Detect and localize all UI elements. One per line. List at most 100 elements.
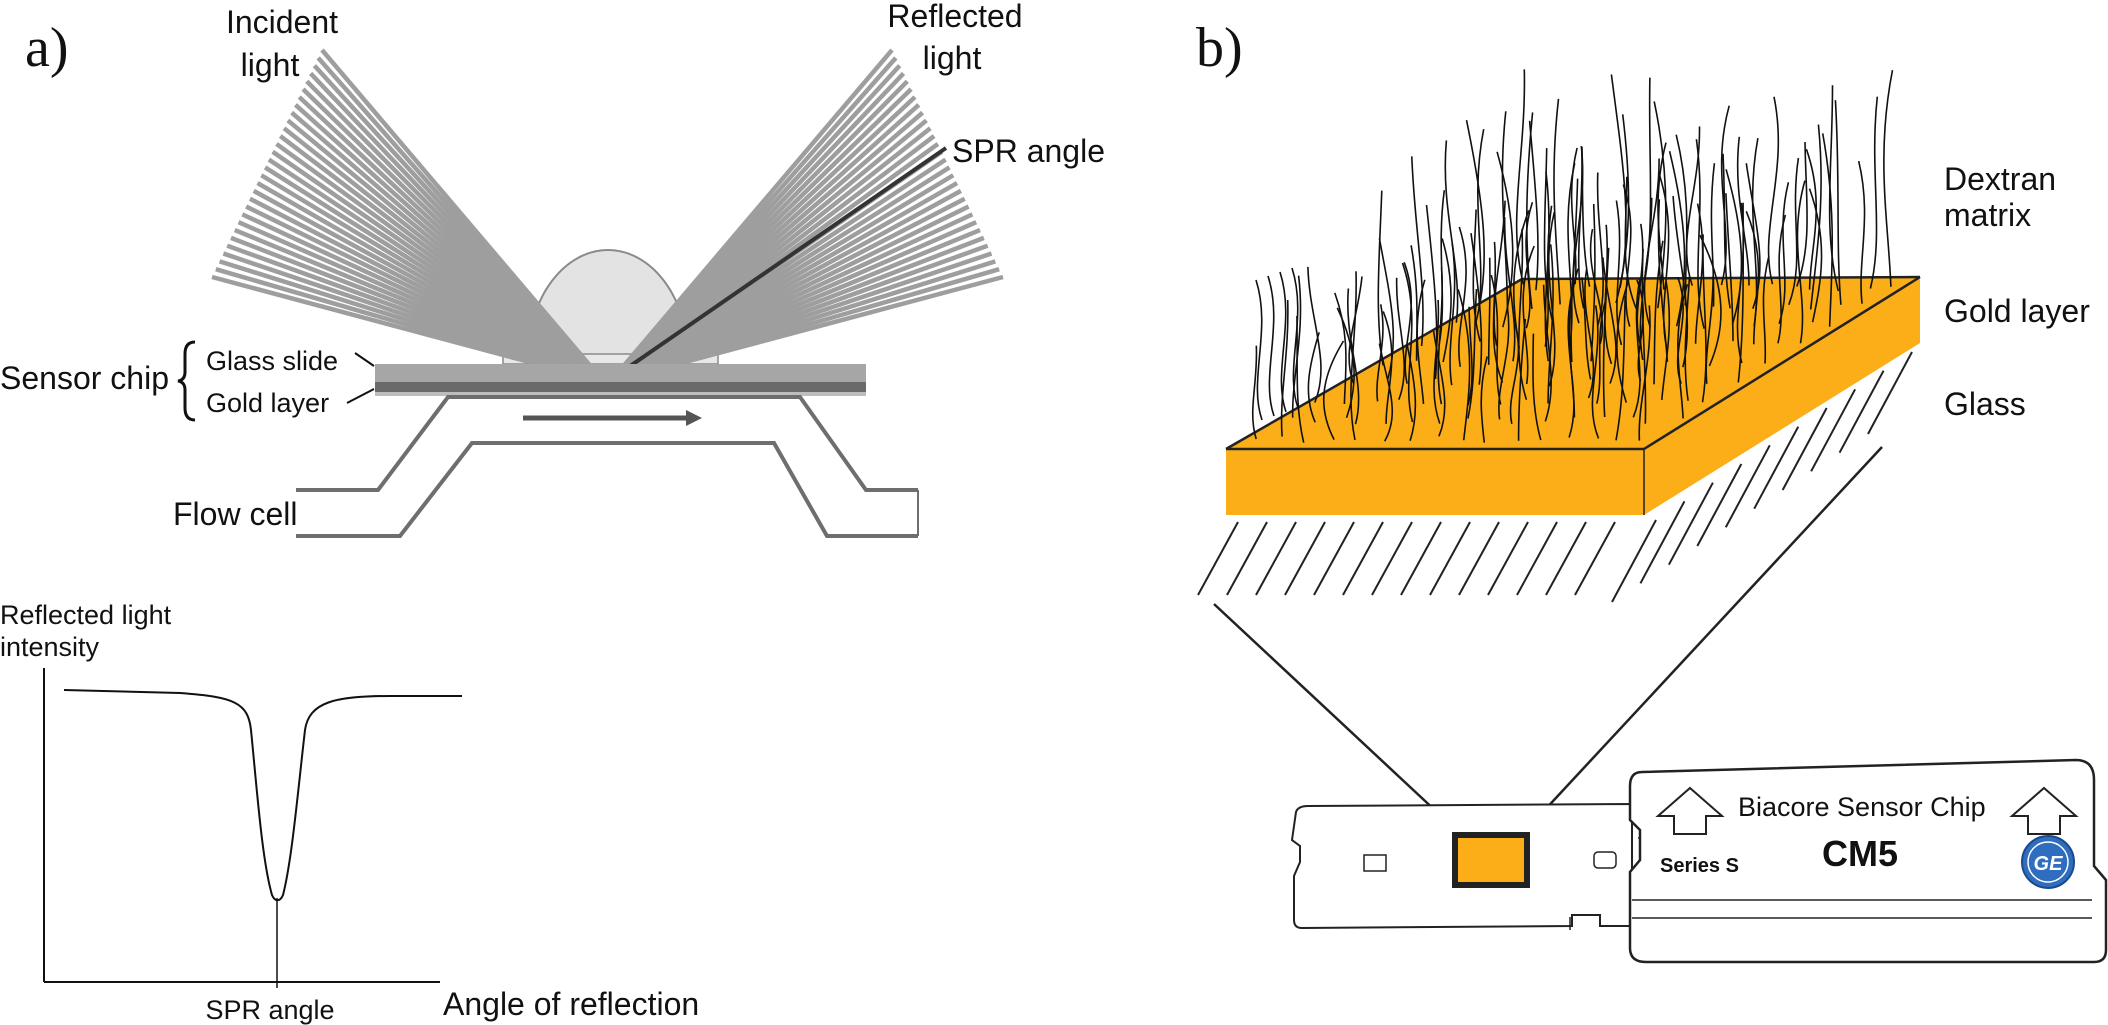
dextran-strand bbox=[1796, 180, 1806, 344]
dextran-strand bbox=[1501, 111, 1509, 310]
glass-hatch-line bbox=[1545, 521, 1587, 596]
dextran-strand bbox=[1596, 298, 1607, 404]
flow-cell-upper bbox=[296, 395, 918, 492]
flow-cell-lower bbox=[296, 441, 918, 538]
dextran-strand bbox=[1869, 96, 1879, 289]
dextran-strand bbox=[1553, 98, 1561, 305]
dextran-strand bbox=[1498, 306, 1510, 420]
dextran-strand bbox=[1548, 212, 1556, 387]
dextran-strand bbox=[1668, 151, 1686, 327]
dextran-strand bbox=[1821, 133, 1834, 327]
glass-hatch-line bbox=[1284, 521, 1326, 596]
dextran-strand bbox=[1828, 85, 1840, 292]
dextran-strand bbox=[1694, 203, 1704, 344]
dextran-strand bbox=[1532, 333, 1542, 441]
panel-b: b) Dextran matrix Gold layer Glass bbox=[1196, 17, 2108, 964]
dextran-strand bbox=[1279, 271, 1287, 413]
dextran-strand bbox=[1291, 275, 1302, 418]
dextran-strand bbox=[1722, 153, 1731, 309]
dextran-strand bbox=[1543, 148, 1555, 326]
glass-hatch-line bbox=[1639, 500, 1686, 584]
glass-hatch-line bbox=[1342, 521, 1384, 596]
dextran-strand bbox=[1610, 74, 1627, 288]
dextran-strand bbox=[1725, 169, 1743, 325]
dextran-strand bbox=[1487, 257, 1491, 365]
dextran-strand bbox=[1416, 279, 1426, 404]
dextran-strand bbox=[1467, 306, 1473, 406]
glass-hatch-line bbox=[1867, 351, 1913, 435]
dextran-strand bbox=[1584, 268, 1595, 399]
dextran-strand bbox=[1517, 228, 1528, 401]
insert-arrow-left-icon bbox=[1655, 786, 1725, 835]
reflected-light-label-1: Reflected bbox=[887, 0, 1022, 34]
glass-hatch-line bbox=[1429, 521, 1471, 596]
dextran-strand bbox=[1346, 288, 1360, 425]
dextran-strand bbox=[1675, 134, 1688, 306]
incident-light-rays bbox=[211, 48, 606, 385]
dextran-matrix-strands bbox=[1251, 69, 1894, 443]
dextran-strand bbox=[1778, 182, 1790, 324]
panel-a: a) Incident light Reflected light SPR an… bbox=[0, 0, 1105, 1025]
spr-angle-ray bbox=[605, 146, 948, 384]
dextran-strand bbox=[1480, 356, 1488, 443]
dextran-strand bbox=[1425, 205, 1438, 379]
dextran-strand bbox=[1570, 147, 1578, 285]
glass-hatch-line bbox=[1810, 388, 1856, 472]
dextran-strand bbox=[1672, 196, 1689, 368]
sensor-chip-brace bbox=[177, 340, 196, 422]
dextran-strand bbox=[1581, 146, 1591, 287]
glass-slide bbox=[375, 364, 866, 382]
panel-b-letter: b) bbox=[1196, 17, 1243, 79]
dextran-strand bbox=[1602, 257, 1617, 384]
dextran-strand bbox=[1251, 345, 1258, 440]
dextran-strand bbox=[1720, 105, 1730, 286]
dextran-strand bbox=[1376, 304, 1384, 402]
dextran-strand bbox=[1857, 160, 1866, 304]
dextran-strand bbox=[1657, 142, 1667, 290]
dextran-strand bbox=[1307, 266, 1322, 403]
dextran-strand bbox=[1395, 277, 1405, 400]
dextran-strand bbox=[1547, 244, 1554, 404]
glass-hatch-line bbox=[1838, 370, 1885, 454]
insert-arrow-right-icon bbox=[2009, 786, 2079, 835]
dextran-strand bbox=[1676, 276, 1684, 384]
gold-slab-side bbox=[1644, 277, 1920, 515]
graph-y-label-2: intensity bbox=[0, 632, 100, 662]
dextran-strand bbox=[1591, 305, 1600, 439]
dextran-strand bbox=[1581, 277, 1592, 380]
dextran-strand bbox=[1596, 172, 1604, 328]
glass-hatch-line bbox=[1516, 521, 1558, 596]
glass-hatch-line bbox=[1226, 521, 1268, 596]
chip-brand-label: Biacore Sensor Chip bbox=[1738, 792, 1986, 822]
dextran-strand bbox=[1661, 280, 1671, 400]
dextran-strand bbox=[1615, 295, 1626, 441]
glass-hatch-line bbox=[1781, 407, 1828, 491]
dextran-strand bbox=[1616, 279, 1630, 403]
zoom-line-right bbox=[1527, 446, 1883, 829]
glass-hatch-line bbox=[1574, 521, 1616, 596]
resonance-curve bbox=[63, 689, 462, 902]
reflected-light-label-2: light bbox=[923, 40, 982, 76]
dextran-strand bbox=[1441, 238, 1452, 363]
glass-hatch-line bbox=[1255, 521, 1297, 596]
dextran-strand bbox=[1805, 148, 1818, 290]
dextran-strand bbox=[1410, 245, 1418, 361]
dextran-strand bbox=[1604, 224, 1613, 365]
glass-label: Glass bbox=[1944, 386, 2026, 422]
carrier-slot-left bbox=[1363, 854, 1387, 872]
dextran-strand bbox=[1267, 275, 1275, 417]
dextran-strand bbox=[1684, 276, 1691, 401]
dextran-strand bbox=[1589, 228, 1604, 345]
dextran-strand bbox=[1280, 299, 1289, 437]
dextran-strand bbox=[1433, 299, 1441, 424]
dextran-strand bbox=[1467, 288, 1478, 419]
dextran-strand bbox=[1567, 162, 1576, 347]
glass-hatch-line bbox=[1753, 426, 1800, 510]
dextran-strand bbox=[1472, 209, 1481, 342]
dextran-strand bbox=[1736, 136, 1750, 286]
glass-hatching bbox=[1197, 351, 1913, 603]
dextran-strand bbox=[1615, 200, 1623, 346]
dextran-strand bbox=[1685, 126, 1701, 286]
dextran-strand bbox=[1401, 262, 1414, 423]
